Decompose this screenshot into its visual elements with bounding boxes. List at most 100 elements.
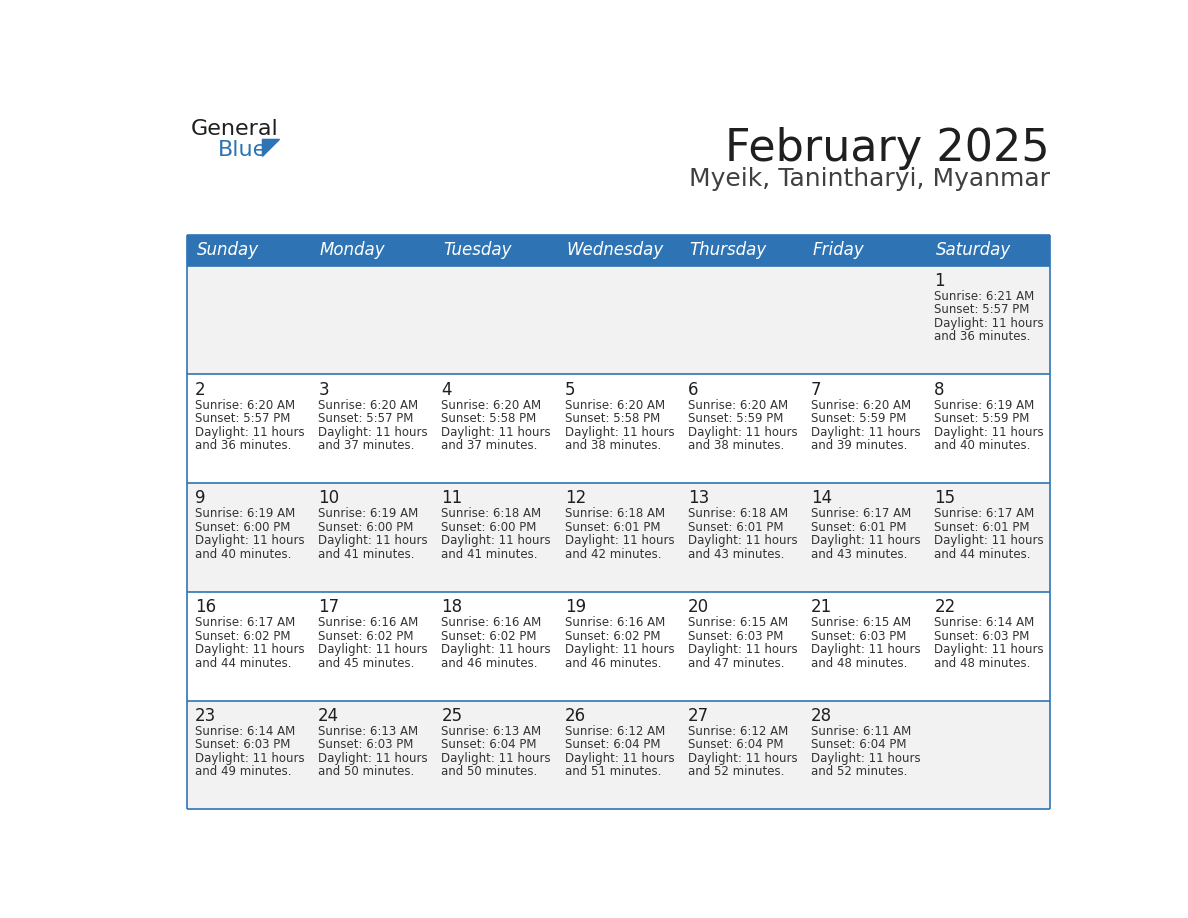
Text: 7: 7 [811,381,822,398]
Text: Daylight: 11 hours: Daylight: 11 hours [564,752,675,765]
Text: Sunrise: 6:14 AM: Sunrise: 6:14 AM [934,616,1035,629]
Text: Daylight: 11 hours: Daylight: 11 hours [811,752,921,765]
Text: Sunrise: 6:17 AM: Sunrise: 6:17 AM [195,616,296,629]
Text: Daylight: 11 hours: Daylight: 11 hours [318,534,428,547]
Text: 2: 2 [195,381,206,398]
Text: Sunset: 6:04 PM: Sunset: 6:04 PM [811,738,906,751]
Text: 21: 21 [811,598,833,616]
Text: and 36 minutes.: and 36 minutes. [195,439,291,452]
Text: and 46 minutes.: and 46 minutes. [442,656,538,669]
Bar [188,375,1050,483]
Text: Sunrise: 6:19 AM: Sunrise: 6:19 AM [318,508,418,521]
Text: Sunset: 6:02 PM: Sunset: 6:02 PM [564,630,661,643]
Text: and 40 minutes.: and 40 minutes. [934,439,1031,452]
Text: Sunset: 6:00 PM: Sunset: 6:00 PM [195,521,290,534]
Text: Daylight: 11 hours: Daylight: 11 hours [811,644,921,656]
Text: and 44 minutes.: and 44 minutes. [934,548,1031,561]
Text: and 48 minutes.: and 48 minutes. [934,656,1031,669]
Text: Daylight: 11 hours: Daylight: 11 hours [934,426,1044,439]
Text: Sunrise: 6:20 AM: Sunrise: 6:20 AM [442,398,542,411]
Text: and 41 minutes.: and 41 minutes. [442,548,538,561]
Text: Sunset: 6:02 PM: Sunset: 6:02 PM [318,630,413,643]
Text: 23: 23 [195,707,216,724]
Text: and 50 minutes.: and 50 minutes. [318,766,415,778]
Text: Sunrise: 6:13 AM: Sunrise: 6:13 AM [442,725,542,738]
Bar [434,235,557,265]
Text: 12: 12 [564,489,586,508]
Text: Sunrise: 6:20 AM: Sunrise: 6:20 AM [564,398,665,411]
Text: Sunrise: 6:17 AM: Sunrise: 6:17 AM [811,508,911,521]
Text: Sunrise: 6:19 AM: Sunrise: 6:19 AM [195,508,296,521]
Text: and 37 minutes.: and 37 minutes. [442,439,538,452]
Text: Daylight: 11 hours: Daylight: 11 hours [195,644,304,656]
Text: Daylight: 11 hours: Daylight: 11 hours [195,534,304,547]
Text: Daylight: 11 hours: Daylight: 11 hours [564,644,675,656]
Text: Myeik, Tanintharyi, Myanmar: Myeik, Tanintharyi, Myanmar [689,167,1050,191]
Text: Daylight: 11 hours: Daylight: 11 hours [564,534,675,547]
Text: Sunset: 6:04 PM: Sunset: 6:04 PM [442,738,537,751]
Text: Sunset: 5:59 PM: Sunset: 5:59 PM [811,412,906,425]
Text: Sunrise: 6:16 AM: Sunrise: 6:16 AM [318,616,418,629]
Text: and 40 minutes.: and 40 minutes. [195,548,291,561]
Text: and 50 minutes.: and 50 minutes. [442,766,538,778]
Text: Sunrise: 6:16 AM: Sunrise: 6:16 AM [442,616,542,629]
Bar [557,235,681,265]
Text: Daylight: 11 hours: Daylight: 11 hours [442,752,551,765]
Text: and 36 minutes.: and 36 minutes. [934,330,1031,343]
Text: Sunset: 6:03 PM: Sunset: 6:03 PM [195,738,290,751]
Bar [681,235,803,265]
Text: Friday: Friday [813,241,865,259]
Text: Sunrise: 6:20 AM: Sunrise: 6:20 AM [318,398,418,411]
Text: 20: 20 [688,598,709,616]
Text: General: General [191,119,279,140]
Text: Daylight: 11 hours: Daylight: 11 hours [442,534,551,547]
Text: Sunrise: 6:12 AM: Sunrise: 6:12 AM [564,725,665,738]
Text: 13: 13 [688,489,709,508]
Text: Sunrise: 6:13 AM: Sunrise: 6:13 AM [318,725,418,738]
Text: Sunset: 6:04 PM: Sunset: 6:04 PM [688,738,783,751]
Text: 25: 25 [442,707,462,724]
Bar [927,235,1050,265]
Bar [188,235,310,265]
Text: 1: 1 [934,272,944,290]
Text: Sunset: 5:57 PM: Sunset: 5:57 PM [934,304,1030,317]
Text: 14: 14 [811,489,833,508]
Text: and 38 minutes.: and 38 minutes. [688,439,784,452]
Bar [310,235,434,265]
Text: Sunrise: 6:20 AM: Sunrise: 6:20 AM [688,398,788,411]
Text: Daylight: 11 hours: Daylight: 11 hours [934,317,1044,330]
Text: and 52 minutes.: and 52 minutes. [811,766,908,778]
Text: February 2025: February 2025 [725,127,1050,170]
Text: Sunrise: 6:18 AM: Sunrise: 6:18 AM [688,508,788,521]
Text: 9: 9 [195,489,206,508]
Text: Sunset: 6:01 PM: Sunset: 6:01 PM [688,521,783,534]
Text: Tuesday: Tuesday [443,241,512,259]
Text: 15: 15 [934,489,955,508]
Text: and 38 minutes.: and 38 minutes. [564,439,661,452]
Text: Sunset: 6:03 PM: Sunset: 6:03 PM [811,630,906,643]
Text: 26: 26 [564,707,586,724]
Text: Sunrise: 6:12 AM: Sunrise: 6:12 AM [688,725,788,738]
Text: Sunset: 5:58 PM: Sunset: 5:58 PM [564,412,659,425]
Text: and 44 minutes.: and 44 minutes. [195,656,291,669]
Text: Sunset: 6:01 PM: Sunset: 6:01 PM [811,521,906,534]
Text: 17: 17 [318,598,340,616]
Bar [188,700,1050,810]
Text: Sunset: 6:00 PM: Sunset: 6:00 PM [442,521,537,534]
Text: 18: 18 [442,598,462,616]
Bar [188,483,1050,592]
Text: Sunset: 5:57 PM: Sunset: 5:57 PM [318,412,413,425]
Text: Sunrise: 6:15 AM: Sunrise: 6:15 AM [688,616,788,629]
Text: 5: 5 [564,381,575,398]
Text: Sunset: 6:03 PM: Sunset: 6:03 PM [318,738,413,751]
Text: and 42 minutes.: and 42 minutes. [564,548,662,561]
Text: Daylight: 11 hours: Daylight: 11 hours [442,426,551,439]
Text: Sunrise: 6:19 AM: Sunrise: 6:19 AM [934,398,1035,411]
Text: Sunset: 5:59 PM: Sunset: 5:59 PM [934,412,1030,425]
Text: and 37 minutes.: and 37 minutes. [318,439,415,452]
Text: Daylight: 11 hours: Daylight: 11 hours [934,644,1044,656]
Text: Sunset: 5:58 PM: Sunset: 5:58 PM [442,412,537,425]
Text: Sunset: 6:02 PM: Sunset: 6:02 PM [195,630,291,643]
Text: Sunset: 6:01 PM: Sunset: 6:01 PM [934,521,1030,534]
Text: Daylight: 11 hours: Daylight: 11 hours [688,752,797,765]
